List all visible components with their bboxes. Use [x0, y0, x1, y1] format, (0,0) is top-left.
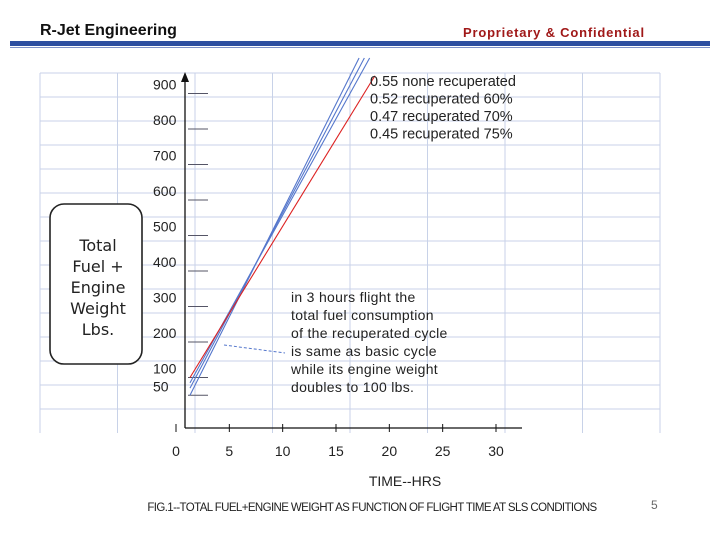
chart-axes [181, 72, 522, 429]
x-ticks: 0 5 10 15 20 25 30 [172, 424, 504, 459]
y-tick-label: 400 [153, 254, 177, 270]
annotation-line: total fuel consumption [291, 307, 434, 323]
legend-entry: 0.55 none recuperated [370, 74, 516, 90]
legend-entry: 0.47 recuperated 70% [370, 109, 513, 125]
header-divider-thin [10, 47, 710, 48]
legend: 0.55 none recuperated 0.52 recuperated 60… [370, 74, 516, 143]
x-tick-label: 25 [435, 443, 451, 459]
header-divider [10, 41, 710, 46]
figure-caption: FIG.1--TOTAL FUEL+ENGINE WEIGHT AS FUNCT… [147, 502, 597, 514]
y-tick-label: 50 [153, 378, 169, 394]
y-tick-label: 600 [153, 183, 177, 199]
y-label-box-frame [49, 203, 143, 365]
x-tick-label: 5 [225, 443, 233, 459]
legend-entry: 0.45 recuperated 75% [370, 127, 513, 143]
annotation: in 3 hours flight the total fuel consumpt… [223, 289, 448, 395]
annotation-line: doubles to 100 lbs. [291, 379, 414, 395]
y-tick-label: 100 [153, 361, 177, 377]
confidential-label: Proprietary & Confidential [463, 25, 645, 40]
annotation-leader [223, 344, 286, 354]
legend-entry: 0.52 recuperated 60% [370, 92, 513, 108]
annotation-line: of the recuperated cycle [291, 325, 448, 341]
series-lines [189, 57, 376, 396]
x-tick-label: 15 [328, 443, 344, 459]
chart-grid [39, 72, 661, 433]
y-tick-label: 800 [153, 112, 177, 128]
y-tick-label: 700 [153, 148, 177, 164]
y-tick-label: 300 [153, 290, 177, 306]
annotation-line: is same as basic cycle [291, 343, 437, 359]
x-tick-label: 30 [488, 443, 504, 459]
annotation-line: while its engine weight [290, 361, 438, 377]
y-tick-label: 200 [153, 325, 177, 341]
x-tick-label: 20 [382, 443, 398, 459]
series-line [189, 57, 365, 389]
x-tick-label: 10 [275, 443, 291, 459]
y-axis-arrow [181, 72, 189, 82]
x-axis-title: TIME--HRS [369, 473, 441, 489]
series-line [189, 57, 360, 396]
y-tick-label: 500 [153, 219, 177, 235]
y-label-line: Fuel + [72, 257, 123, 276]
header-title: R-Jet Engineering [40, 22, 177, 39]
x-tick-label: 0 [172, 443, 180, 459]
y-label-line: Engine [71, 278, 126, 297]
y-label-line: Weight [70, 299, 126, 318]
page-number: 5 [651, 498, 658, 512]
y-axis-label-box: Total Fuel + Engine Weight Lbs. [49, 203, 143, 365]
y-label-line: Lbs. [82, 320, 115, 339]
y-tick-label: 900 [153, 77, 177, 93]
series-line [189, 75, 376, 378]
y-label-line: Total [78, 236, 116, 255]
annotation-line: in 3 hours flight the [291, 289, 416, 305]
